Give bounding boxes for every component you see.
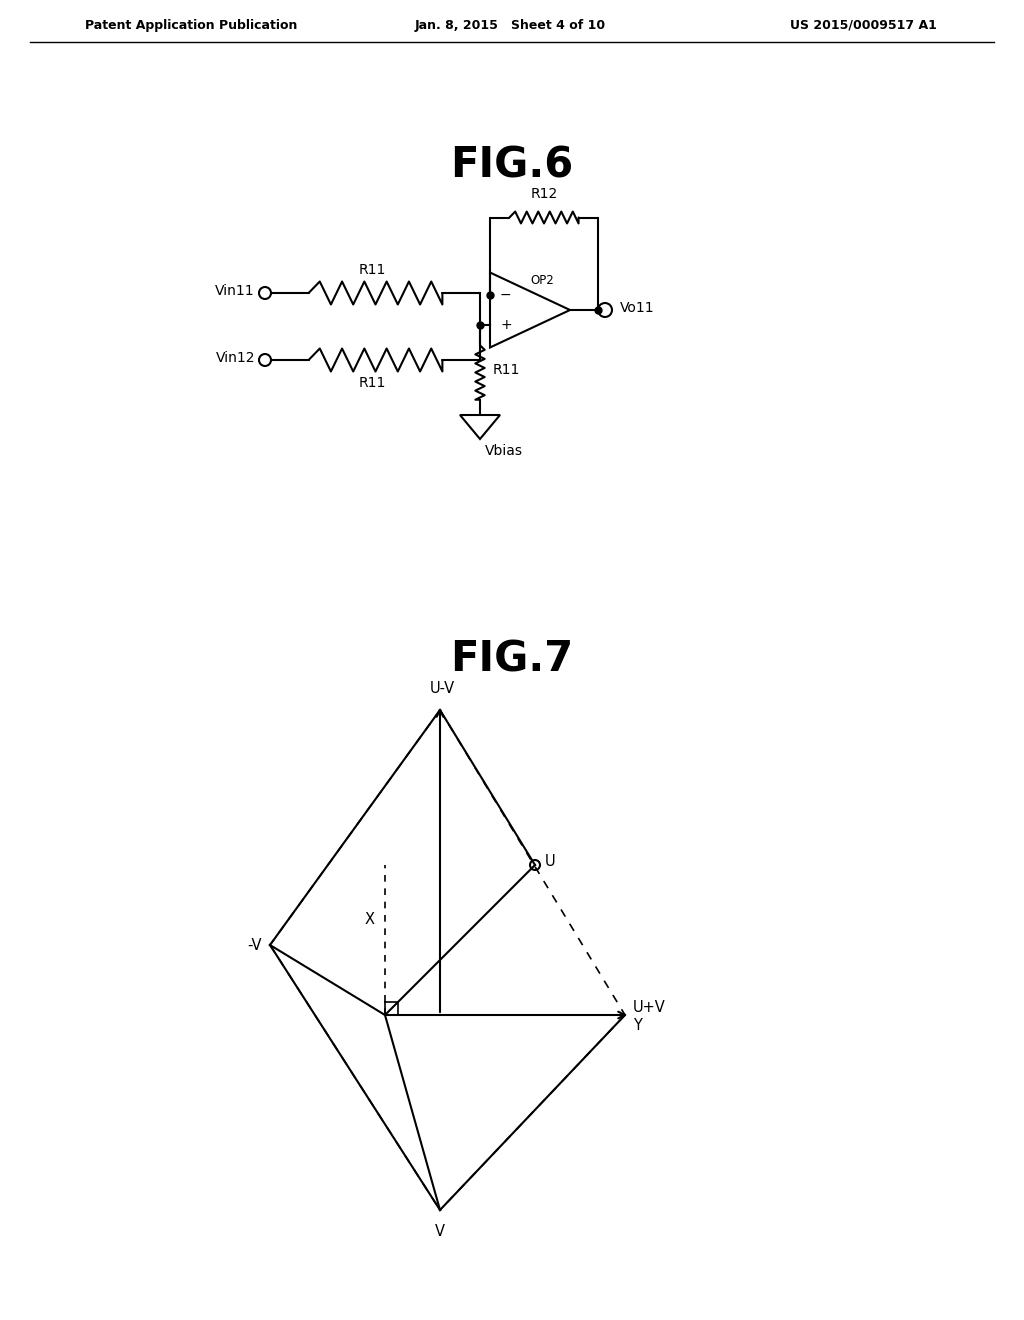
- Text: Vin11: Vin11: [215, 284, 255, 298]
- Text: Vo11: Vo11: [620, 301, 654, 315]
- Text: R11: R11: [358, 263, 386, 277]
- Text: Y: Y: [633, 1018, 642, 1032]
- Text: X: X: [365, 912, 375, 928]
- Text: −: −: [500, 288, 512, 302]
- Text: US 2015/0009517 A1: US 2015/0009517 A1: [790, 18, 937, 32]
- Text: R11: R11: [493, 363, 520, 378]
- Text: Vbias: Vbias: [485, 444, 523, 458]
- Text: U+V: U+V: [633, 999, 666, 1015]
- Text: FIG.6: FIG.6: [451, 144, 573, 186]
- Text: R11: R11: [358, 376, 386, 389]
- Text: U: U: [545, 854, 556, 869]
- Text: R12: R12: [530, 187, 558, 202]
- Text: Vin12: Vin12: [215, 351, 255, 366]
- Text: FIG.7: FIG.7: [451, 639, 573, 681]
- Text: Jan. 8, 2015   Sheet 4 of 10: Jan. 8, 2015 Sheet 4 of 10: [415, 18, 606, 32]
- Text: Patent Application Publication: Patent Application Publication: [85, 18, 297, 32]
- Text: V: V: [435, 1224, 445, 1239]
- Text: -V: -V: [248, 937, 262, 953]
- Text: OP2: OP2: [530, 275, 554, 288]
- Text: U-V: U-V: [429, 681, 455, 696]
- Text: +: +: [500, 318, 512, 333]
